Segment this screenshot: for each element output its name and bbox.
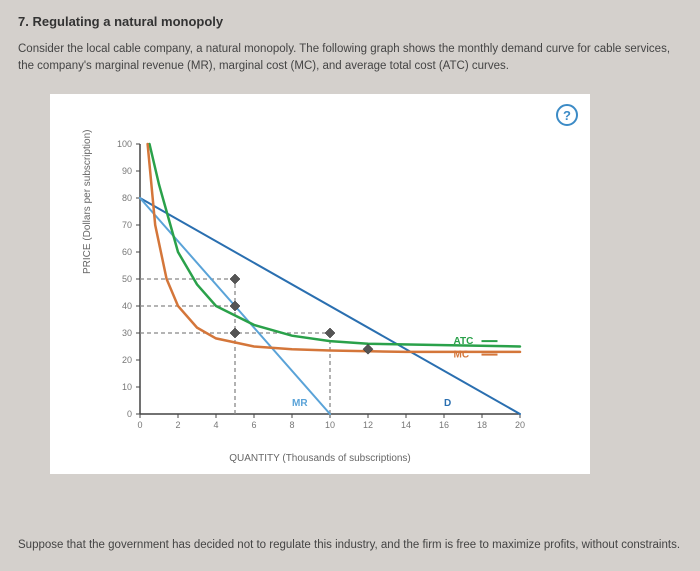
svg-text:60: 60 <box>122 247 132 257</box>
svg-text:2: 2 <box>175 420 180 430</box>
y-axis-label: PRICE (Dollars per subscription) <box>82 129 93 274</box>
svg-text:4: 4 <box>213 420 218 430</box>
svg-text:0: 0 <box>127 409 132 419</box>
x-axis-label: QUANTITY (Thousands of subscriptions) <box>50 453 590 464</box>
question-title: 7. Regulating a natural monopoly <box>18 14 682 29</box>
svg-text:90: 90 <box>122 166 132 176</box>
svg-text:50: 50 <box>122 274 132 284</box>
svg-text:100: 100 <box>117 139 132 149</box>
svg-text:8: 8 <box>289 420 294 430</box>
svg-text:18: 18 <box>477 420 487 430</box>
svg-text:D: D <box>444 397 451 408</box>
svg-text:30: 30 <box>122 328 132 338</box>
svg-text:16: 16 <box>439 420 449 430</box>
svg-text:20: 20 <box>122 355 132 365</box>
svg-text:40: 40 <box>122 301 132 311</box>
svg-text:MR: MR <box>292 397 308 408</box>
intro-text: Consider the local cable company, a natu… <box>18 41 682 76</box>
svg-text:80: 80 <box>122 193 132 203</box>
svg-text:10: 10 <box>122 382 132 392</box>
svg-text:ATC: ATC <box>454 336 474 347</box>
chart-panel: ? PRICE (Dollars per subscription) 01020… <box>50 94 590 474</box>
chart-plot: 010203040506070809010002468101214161820D… <box>140 144 520 414</box>
svg-text:6: 6 <box>251 420 256 430</box>
svg-text:0: 0 <box>137 420 142 430</box>
help-icon[interactable]: ? <box>556 104 578 126</box>
footer-text: Suppose that the government has decided … <box>18 539 682 551</box>
svg-text:70: 70 <box>122 220 132 230</box>
svg-text:14: 14 <box>401 420 411 430</box>
svg-text:12: 12 <box>363 420 373 430</box>
svg-text:10: 10 <box>325 420 335 430</box>
svg-text:MC: MC <box>454 349 470 360</box>
svg-text:20: 20 <box>515 420 525 430</box>
